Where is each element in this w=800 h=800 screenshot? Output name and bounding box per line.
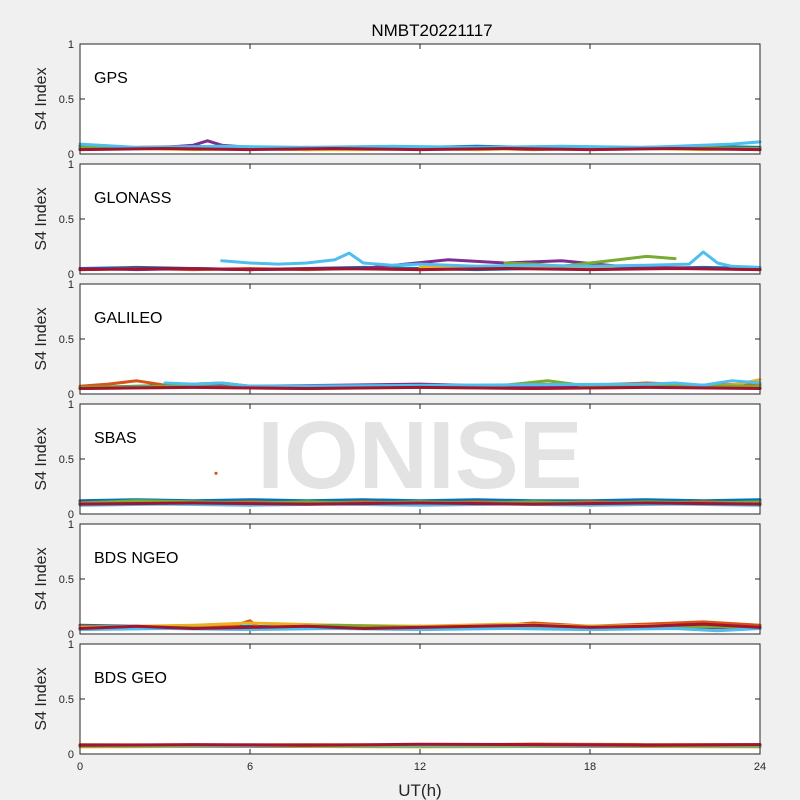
data-series-trace [78, 742, 762, 747]
panel-gps: 0 0.5 1 S4 Index GPS [33, 39, 762, 161]
panel-sbas: 0 0.5 1 S4 Index SBAS [33, 399, 762, 521]
panel-bds-ngeo: 0 0.5 1 S4 Index BDS NGEO [33, 519, 762, 641]
panel-bds-geo: 0 0.5 1 S4 Index BDS GEO [33, 639, 762, 761]
data-series-trace [78, 267, 762, 272]
panel-background [80, 284, 760, 394]
y-tick-label: 1 [68, 279, 74, 291]
y-tick-label: 1 [68, 39, 74, 51]
x-axis-label: UT(h) [398, 781, 441, 800]
panels-group: 0 0.5 1 S4 Index GPS 0 0.5 1 S4 Index GLONASS 0 0.5… [33, 39, 766, 773]
data-series-trace [78, 385, 762, 390]
y-axis-label: S4 Index [33, 547, 50, 610]
y-tick-label: 0 [68, 629, 74, 641]
outlier-point [214, 471, 218, 475]
panel-frame [79, 163, 761, 275]
y-tick-label: 0 [68, 269, 74, 281]
panel-frame [79, 43, 761, 155]
data-series-trace [78, 622, 762, 630]
panel-label: BDS GEO [94, 670, 167, 687]
y-axis-label: S4 Index [33, 187, 50, 250]
x-tick-label: 6 [247, 761, 253, 773]
y-tick-label: 0.5 [59, 334, 74, 346]
y-axis-label: S4 Index [33, 667, 50, 730]
y-tick-label: 0 [68, 509, 74, 521]
y-tick-label: 0.5 [59, 694, 74, 706]
panel-label: GALILEO [94, 310, 162, 327]
watermark-text: IONISE [257, 402, 582, 509]
panel-frame [79, 403, 761, 515]
y-axis-label: S4 Index [33, 67, 50, 130]
y-axis-label: S4 Index [33, 427, 50, 490]
data-series-trace [78, 140, 762, 149]
y-tick-label: 0.5 [59, 574, 74, 586]
data-series-trace [163, 379, 762, 388]
data-series-trace [220, 250, 762, 269]
panel-frame [79, 643, 761, 755]
panel-background [80, 404, 760, 514]
x-tick-label: 24 [754, 761, 766, 773]
x-tick-label: 0 [77, 761, 83, 773]
panel-frame [79, 523, 761, 635]
panel-glonass: 0 0.5 1 S4 Index GLONASS [33, 159, 762, 281]
y-tick-label: 0 [68, 149, 74, 161]
y-axis-label: S4 Index [33, 307, 50, 370]
data-series-trace [78, 147, 762, 152]
y-tick-label: 0 [68, 389, 74, 401]
figure-title: NMBT20221117 [371, 21, 492, 40]
panel-label: BDS NGEO [94, 550, 178, 567]
y-tick-label: 1 [68, 159, 74, 171]
y-tick-label: 0 [68, 749, 74, 761]
y-tick-label: 0.5 [59, 454, 74, 466]
y-tick-label: 1 [68, 639, 74, 651]
panel-galileo: 0 0.5 1 S4 Index GALILEO [33, 279, 762, 401]
panel-label: GLONASS [94, 190, 171, 207]
panel-background [80, 44, 760, 154]
data-series-trace [78, 501, 762, 506]
y-tick-label: 0.5 [59, 214, 74, 226]
y-tick-label: 1 [68, 519, 74, 531]
panel-label: GPS [94, 70, 128, 87]
x-tick-label: 12 [414, 761, 426, 773]
panel-background [80, 524, 760, 634]
panel-label: SBAS [94, 430, 137, 447]
x-tick-label: 18 [584, 761, 596, 773]
y-tick-label: 1 [68, 399, 74, 411]
y-tick-label: 0.5 [59, 94, 74, 106]
panel-background [80, 644, 760, 754]
panel-frame [79, 283, 761, 395]
